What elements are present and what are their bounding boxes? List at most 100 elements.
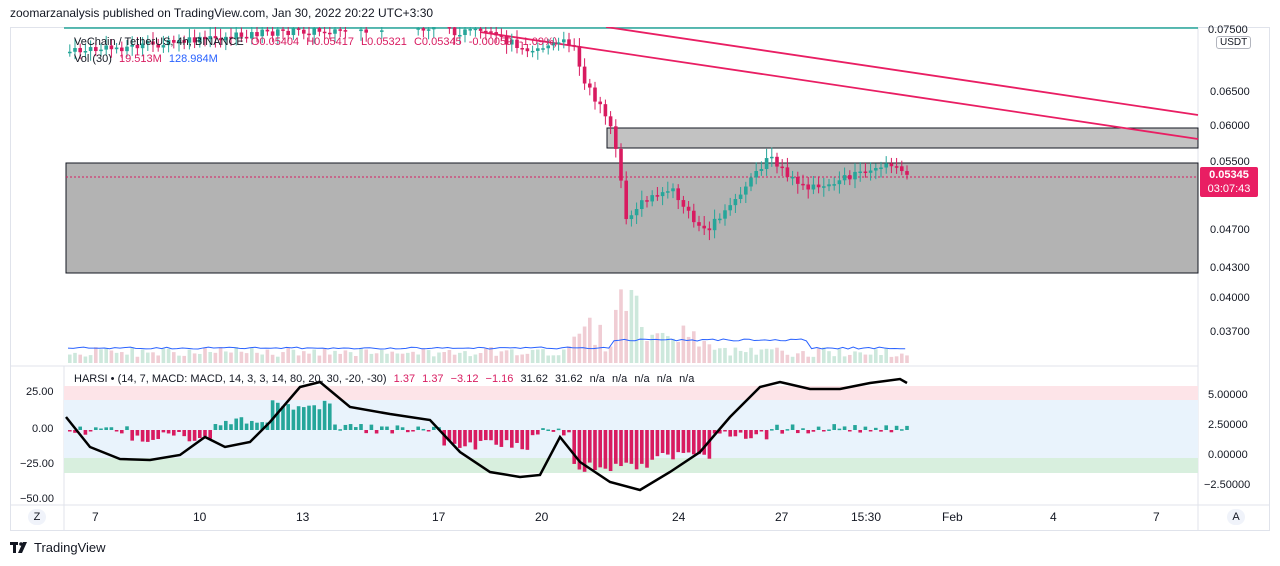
volume-bar [749, 347, 753, 363]
harsi-bar [697, 430, 701, 455]
volume-bar [702, 340, 706, 363]
harsi-bar [312, 405, 316, 430]
harsi-bar [770, 429, 774, 431]
volume-bar [307, 353, 311, 363]
volume-bar [83, 356, 88, 363]
harsi-bar [718, 430, 722, 434]
candle-body [484, 30, 488, 33]
volume-bar [374, 353, 379, 363]
candle-body [848, 175, 852, 180]
candle-body [218, 38, 223, 41]
volume-bar [775, 347, 779, 363]
harsi-bar [848, 430, 852, 432]
volume-bar [255, 352, 259, 363]
candle-body [296, 28, 301, 30]
harsi-bar [68, 430, 72, 432]
harsi-bar [686, 430, 691, 453]
candle-body [203, 36, 207, 40]
time-axis-left-button[interactable]: Z [28, 509, 46, 525]
candle-body [655, 195, 660, 197]
volume-bar [510, 349, 514, 363]
tradingview-logo[interactable]: TradingView [10, 540, 106, 555]
candle-body [525, 48, 530, 52]
candle-body [260, 29, 264, 37]
volume-bar [426, 350, 431, 363]
candle-body [317, 27, 322, 32]
volume-bar [905, 355, 909, 363]
volume-bar [572, 336, 576, 363]
symbol-legend[interactable]: VeChain / TetherUS, 4h, BINANCE O0.05404… [74, 36, 561, 48]
candle-body [307, 33, 311, 36]
volume-bar [177, 355, 181, 363]
volume-ma-line [67, 338, 906, 350]
harsi-bar [442, 430, 446, 446]
volume-bar [224, 351, 228, 363]
volume-bar [109, 350, 114, 363]
harsi-bar [582, 430, 587, 472]
harsi-bar [608, 430, 613, 472]
candle-body [380, 30, 384, 32]
candle-body [265, 29, 270, 32]
volume-bar [166, 348, 171, 363]
indicator-right-tick: −2.50000 [1204, 479, 1251, 491]
harsi-bar [785, 429, 790, 431]
currency-button[interactable]: USDT [1216, 36, 1252, 49]
indicator-title[interactable]: HARSI • (14, 7, MACD: MACD, 14, 3, 3, 14… [74, 373, 387, 385]
volume-bar [380, 349, 384, 363]
volume-bar [156, 355, 160, 363]
time-label: 7 [92, 510, 99, 524]
current-price-value: 0.05345 [1209, 169, 1249, 181]
harsi-bar [894, 425, 899, 430]
volume-bar [712, 349, 717, 363]
harsi-bar [270, 400, 275, 430]
candle-body [161, 45, 166, 48]
harsi-bar [816, 426, 821, 430]
harsi-bar [369, 424, 374, 430]
candle-body [790, 176, 795, 179]
candle-body [634, 209, 639, 216]
harsi-bar [239, 417, 244, 430]
auto-scale-button[interactable]: A [1227, 509, 1245, 525]
volume-legend[interactable]: Vol (30) 19.513M 128.984M [74, 53, 222, 65]
harsi-bar [125, 426, 129, 430]
harsi-bar [853, 425, 857, 430]
candle-body [837, 180, 842, 185]
candle-body [801, 183, 805, 186]
chart-svg[interactable] [10, 27, 1270, 531]
volume-bar [863, 354, 868, 363]
harsi-bar [874, 427, 878, 430]
harsi-bar [208, 430, 212, 439]
harsi-bar [712, 430, 717, 434]
volume-bar [889, 356, 894, 363]
indicator-value: 1.37 [422, 373, 444, 385]
symbol-title[interactable]: VeChain / TetherUS, 4h, BINANCE [74, 36, 244, 48]
volume-bar [634, 295, 639, 363]
candle-body [452, 27, 457, 36]
candle-body [208, 36, 212, 40]
overbought-band [64, 386, 1198, 400]
candle-body [270, 31, 275, 36]
harsi-bar [749, 430, 753, 439]
indicator-value: −1.16 [485, 373, 514, 385]
indicator-legend[interactable]: HARSI • (14, 7, MACD: MACD, 14, 3, 3, 14… [74, 373, 698, 385]
candle-body [88, 47, 93, 52]
oversold-band [64, 458, 1198, 473]
candle-body [494, 32, 498, 36]
candle-body [832, 184, 836, 186]
price-tick: 0.04700 [1210, 224, 1250, 236]
harsi-bar [827, 429, 831, 431]
candle-body [224, 36, 228, 41]
harsi-bar [510, 430, 514, 448]
candle-body [244, 36, 249, 39]
harsi-bar [161, 430, 166, 433]
harsi-bar [504, 430, 509, 441]
volume-bar [816, 348, 821, 363]
price-tick: 0.04000 [1210, 292, 1250, 304]
candle-body [478, 28, 483, 31]
candle-body [151, 41, 155, 45]
harsi-bar [114, 430, 119, 432]
volume-bar [463, 351, 467, 363]
volume-bar [333, 350, 337, 363]
harsi-bar [156, 430, 160, 439]
volume-bar [265, 349, 270, 363]
